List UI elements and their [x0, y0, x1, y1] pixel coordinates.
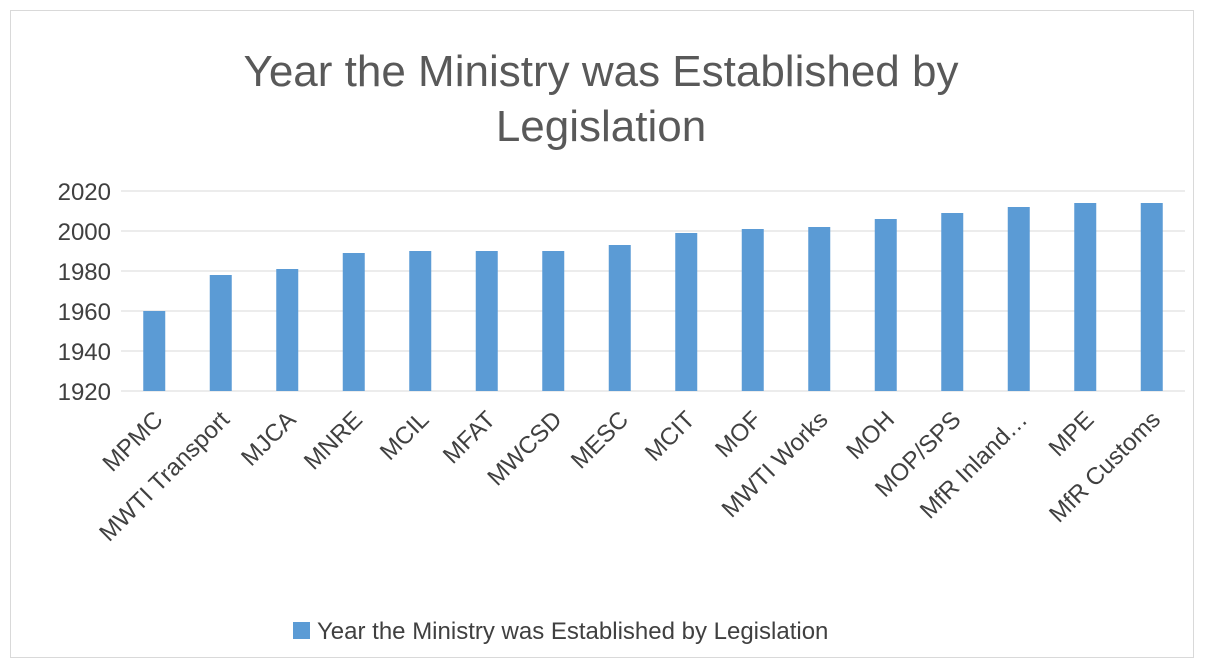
- x-tick-label: MWCSD: [482, 406, 567, 491]
- y-tick-label: 1960: [58, 299, 111, 326]
- x-tick-label: MNRE: [299, 406, 368, 475]
- gridlines: [121, 190, 1185, 392]
- y-axis-ticks: 1920 1940 1960 1980 2000 2020: [58, 179, 111, 406]
- bar: [675, 233, 698, 391]
- chart-title: Year the Ministry was Established by Leg…: [244, 47, 959, 151]
- bar: [475, 251, 498, 391]
- chart-frame: Year the Ministry was Established by Leg…: [10, 10, 1194, 658]
- x-tick-label: MOH: [841, 406, 900, 465]
- legend: Year the Ministry was Established by Leg…: [293, 618, 828, 645]
- x-tick-label: MPE: [1044, 406, 1100, 462]
- x-tick-label: MJCA: [236, 406, 301, 471]
- legend-label: Year the Ministry was Established by Leg…: [317, 618, 828, 645]
- x-tick-label: MOF: [710, 406, 767, 463]
- bars: [143, 203, 1163, 391]
- bar: [209, 275, 232, 391]
- x-tick-label: MCIL: [375, 406, 435, 466]
- bar: [1074, 203, 1097, 391]
- bar: [542, 251, 565, 391]
- bar: [941, 213, 964, 391]
- x-tick-label: MCIT: [640, 406, 701, 467]
- bar: [276, 269, 299, 391]
- x-tick-label: MFAT: [438, 406, 501, 469]
- bar: [409, 251, 432, 391]
- y-tick-label: 2020: [58, 179, 111, 206]
- bar: [342, 253, 365, 391]
- y-tick-label: 2000: [58, 219, 111, 246]
- bar: [608, 245, 631, 391]
- bar: [1007, 207, 1030, 391]
- legend-swatch: [293, 622, 310, 639]
- y-tick-label: 1920: [58, 379, 111, 406]
- bar: [874, 219, 897, 391]
- bar: [143, 311, 166, 391]
- bar: [741, 229, 764, 391]
- x-tick-label: MESC: [566, 406, 634, 474]
- y-tick-label: 1940: [58, 339, 111, 366]
- y-tick-label: 1980: [58, 259, 111, 286]
- bar-chart: Year the Ministry was Established by Leg…: [58, 47, 1185, 645]
- chart-title-line-2: Legislation: [496, 102, 706, 151]
- chart-title-line-1: Year the Ministry was Established by: [244, 47, 959, 96]
- bar: [1140, 203, 1163, 391]
- bar: [808, 227, 831, 391]
